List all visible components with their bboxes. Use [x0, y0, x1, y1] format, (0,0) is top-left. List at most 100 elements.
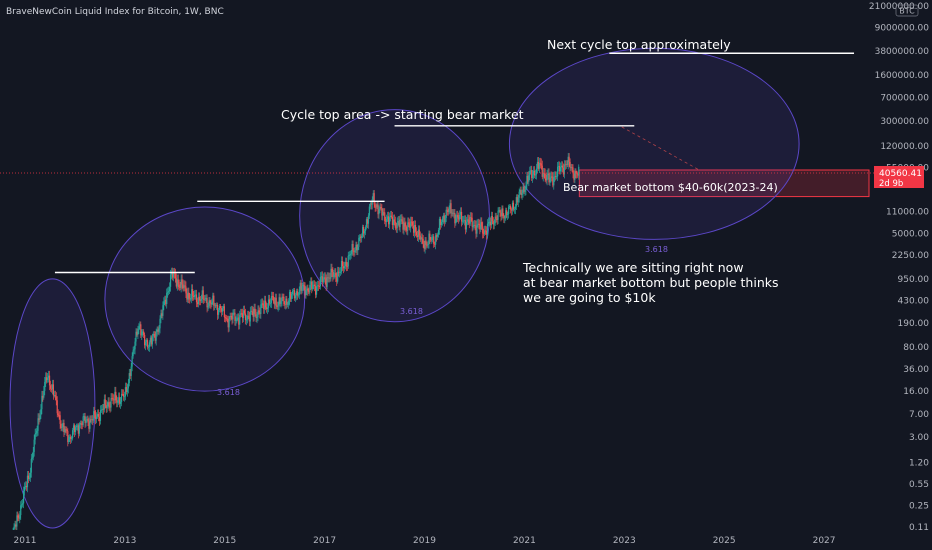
- candle: [253, 303, 255, 322]
- candle: [387, 211, 390, 228]
- candle-body: [243, 310, 246, 314]
- candle-body: [90, 419, 92, 421]
- candle-body: [290, 294, 293, 299]
- candle: [315, 281, 318, 298]
- candle: [29, 467, 31, 482]
- candle: [459, 210, 461, 222]
- candle: [515, 194, 517, 211]
- candle-body: [435, 235, 437, 245]
- candle-body: [88, 421, 90, 429]
- candle: [537, 157, 540, 171]
- candle: [206, 294, 208, 313]
- candle-body: [377, 204, 379, 215]
- candle-body: [76, 425, 79, 427]
- candle-body: [471, 217, 473, 227]
- candle-body: [216, 304, 218, 306]
- candle-body: [543, 173, 545, 174]
- candle-body: [238, 317, 240, 325]
- candle-body: [548, 173, 550, 183]
- candle-body: [316, 285, 319, 287]
- candle: [315, 281, 317, 299]
- candle: [420, 233, 422, 245]
- candle-body: [363, 231, 366, 234]
- candle-body: [22, 503, 24, 505]
- candle: [196, 297, 199, 308]
- candle: [45, 372, 47, 387]
- candle: [96, 409, 99, 419]
- candle-body: [323, 277, 325, 279]
- candle-body: [154, 334, 156, 341]
- candle: [115, 386, 117, 404]
- candle: [188, 287, 190, 304]
- candle: [17, 511, 19, 522]
- candle-body: [464, 220, 467, 230]
- candle: [144, 332, 146, 349]
- candle: [577, 171, 579, 178]
- currency-badge[interactable]: [895, 4, 919, 17]
- candle-body: [272, 296, 274, 302]
- candle: [326, 272, 328, 290]
- candle: [281, 293, 283, 307]
- candle: [247, 310, 249, 320]
- candle-body: [75, 425, 78, 428]
- price-axis[interactable]: [874, 0, 932, 550]
- time-axis[interactable]: [0, 530, 874, 550]
- candle: [282, 293, 284, 302]
- candle-body: [418, 229, 420, 236]
- candle-body: [71, 438, 73, 439]
- candle-body: [230, 316, 232, 317]
- candle-body: [365, 219, 368, 228]
- candle-body: [412, 225, 415, 233]
- candle-body: [474, 225, 476, 226]
- candle-body: [271, 296, 273, 298]
- candle: [65, 426, 67, 434]
- candle-body: [127, 383, 129, 389]
- candle: [184, 280, 186, 292]
- candle-body: [227, 318, 229, 328]
- candle: [532, 170, 534, 183]
- candle: [132, 346, 134, 359]
- candle: [561, 161, 564, 173]
- candle-body: [102, 408, 104, 410]
- candle: [434, 241, 436, 248]
- candle: [159, 315, 161, 334]
- projection-line: [621, 126, 700, 171]
- candle: [398, 216, 400, 231]
- candle-body: [253, 308, 255, 317]
- candle-body: [207, 305, 209, 308]
- candle: [262, 298, 264, 309]
- candle: [201, 286, 203, 303]
- candle-body: [204, 298, 206, 300]
- candle-body: [82, 416, 84, 425]
- candle: [496, 215, 498, 225]
- candle: [50, 384, 53, 393]
- candle: [554, 171, 556, 182]
- candle: [49, 380, 52, 392]
- candle-body: [177, 279, 179, 285]
- candle: [167, 287, 169, 298]
- candle: [73, 423, 76, 437]
- candle: [135, 328, 137, 346]
- candle-body: [295, 291, 297, 296]
- candle: [207, 302, 209, 311]
- candle: [205, 294, 207, 304]
- candle: [33, 434, 35, 457]
- candle: [175, 273, 177, 289]
- candle: [392, 214, 394, 231]
- candle-body: [140, 324, 142, 336]
- candle: [21, 500, 23, 509]
- candle-body: [284, 304, 286, 305]
- candle: [337, 266, 339, 284]
- candle: [389, 210, 392, 222]
- candle: [552, 172, 554, 188]
- price-tick-label: 1.20: [909, 458, 929, 468]
- candle-body: [186, 293, 188, 300]
- price-tick-label: 9000000.00: [875, 23, 930, 33]
- candle: [419, 231, 421, 242]
- candle: [444, 214, 446, 225]
- candle: [366, 216, 369, 229]
- candle-body: [329, 277, 331, 279]
- candle-body: [260, 304, 262, 314]
- candle: [169, 282, 171, 294]
